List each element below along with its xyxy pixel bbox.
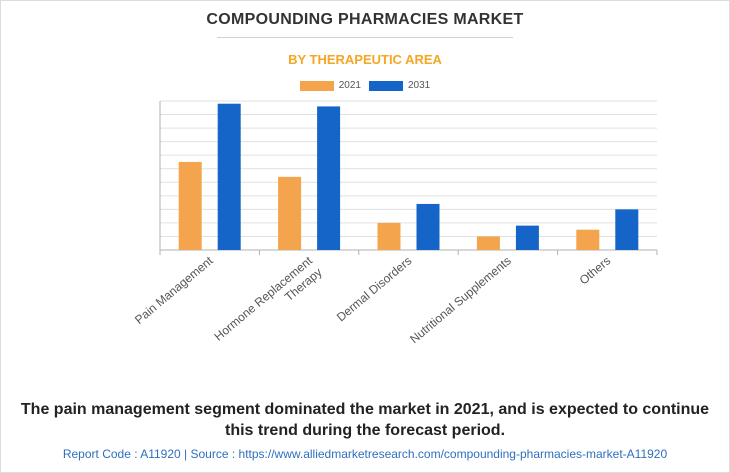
title-divider (217, 37, 513, 38)
legend-swatch-2031 (369, 80, 403, 91)
bar-2031-others[interactable] (615, 209, 639, 250)
x-tick-label-line: Nutritional Supplements (407, 254, 514, 347)
legend-label-2031: 2031 (408, 80, 431, 91)
x-tick-label: Hormone ReplacementTherapy (211, 253, 325, 355)
legend-item-2021[interactable]: 2021 (299, 80, 361, 91)
x-tick-label-line: Pain Management (132, 253, 216, 327)
legend-item-2031[interactable]: 2031 (369, 80, 430, 91)
chart-caption: The pain management segment dominated th… (20, 401, 710, 439)
source-footer[interactable]: Report Code : A11920 | Source : https://… (62, 447, 668, 461)
chart-subtitle: BY THERAPEUTIC AREA (288, 52, 442, 67)
legend-swatch-2021 (299, 80, 334, 91)
bar-2031-nutritional-supplements[interactable] (515, 225, 539, 250)
x-tick-label: Others (577, 254, 614, 288)
bar-2021-hormone-replacement-therapy[interactable] (278, 176, 302, 250)
x-tick-label-line: Dermal Disorders (334, 254, 415, 325)
bar-2031-hormone-replacement-therapy[interactable] (317, 106, 341, 250)
x-tick-label: Nutritional Supplements (407, 254, 514, 347)
x-tick-label: Dermal Disorders (334, 254, 415, 325)
legend-label-2021: 2021 (338, 80, 361, 91)
bar-2021-others[interactable] (576, 229, 600, 250)
bar-2031-pain-management[interactable] (217, 103, 241, 250)
x-tick-label-line: Hormone Replacement (211, 253, 315, 343)
x-tick-label-line: Others (577, 254, 614, 288)
x-tick-label: Pain Management (132, 253, 216, 327)
bar-2021-nutritional-supplements[interactable] (476, 236, 500, 250)
bar-2021-pain-management[interactable] (178, 161, 202, 250)
bar-2031-dermal-disorders[interactable] (416, 203, 440, 250)
legend: 2021 2031 (0, 80, 730, 91)
chart-title: COMPOUNDING PHARMACIES MARKET (206, 11, 524, 28)
bar-2021-dermal-disorders[interactable] (377, 222, 401, 250)
